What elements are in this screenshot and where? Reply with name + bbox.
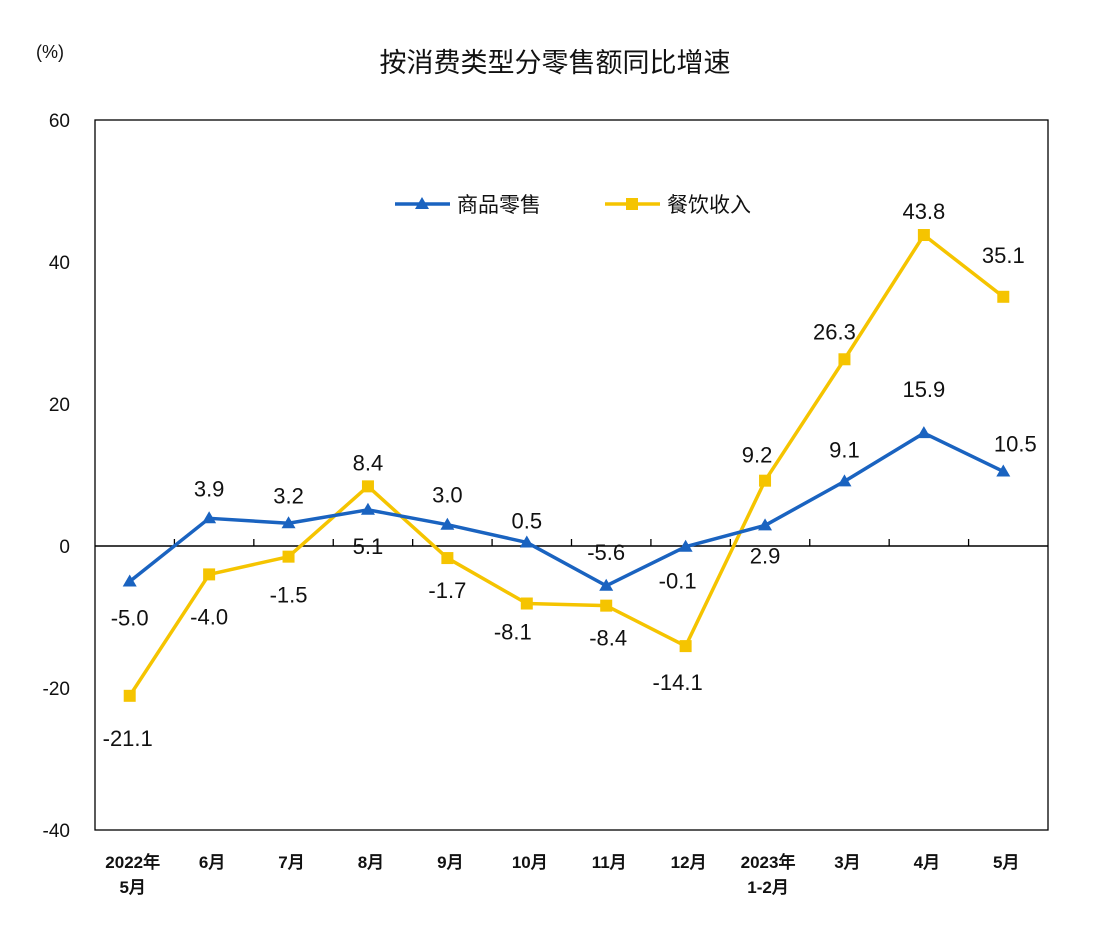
data-point: [758, 518, 773, 531]
data-label: 15.9: [902, 377, 945, 402]
legend-marker: [415, 197, 429, 209]
x-tick-label: 5月: [119, 878, 145, 897]
data-label: 35.1: [982, 243, 1025, 268]
data-label: 9.2: [742, 443, 773, 468]
x-tick-label: 5月: [993, 853, 1019, 872]
data-label: 5.1: [353, 534, 384, 559]
data-point: [123, 689, 136, 702]
data-label: -21.1: [103, 726, 153, 751]
data-label: -4.0: [190, 604, 228, 629]
x-tick-label: 2023年: [741, 852, 796, 872]
data-point: [917, 229, 930, 242]
x-tick-label: 7月: [278, 853, 304, 872]
x-tick-label: 3月: [834, 853, 860, 872]
data-label: 43.8: [902, 199, 945, 224]
data-label: 2.9: [750, 543, 781, 568]
data-point: [997, 290, 1010, 303]
x-tick-label: 12月: [671, 853, 707, 872]
data-label: -14.1: [653, 670, 703, 695]
y-tick-label: 20: [49, 395, 70, 416]
y-tick-label: 40: [49, 253, 70, 274]
data-point: [837, 474, 852, 487]
data-point: [520, 597, 533, 610]
data-point: [122, 574, 137, 587]
legend-marker: [626, 198, 638, 210]
data-label: 9.1: [829, 437, 860, 462]
data-label: 3.9: [194, 476, 225, 501]
data-point: [678, 539, 693, 552]
plot-area: [94, 119, 1049, 831]
data-label: 26.3: [813, 319, 856, 344]
data-point: [282, 550, 295, 563]
legend-label: 餐饮收入: [667, 194, 751, 217]
legend-item: 商品零售: [395, 194, 541, 217]
data-point: [361, 480, 374, 493]
x-tick-label: 6月: [199, 853, 225, 872]
x-tick-label: 11月: [592, 853, 627, 872]
series-retail: -5.0 3.9 3.2 5.1 3.0 0.5 -5.6 -0.1 2.9 9.1 15.9 10.…: [111, 377, 1037, 630]
data-point: [759, 474, 772, 487]
x-tick-label: 8月: [358, 853, 384, 872]
data-label: -1.7: [428, 578, 466, 603]
data-label: -0.1: [659, 569, 697, 594]
legend-item: 餐饮收入: [605, 194, 751, 217]
series-line: [128, 431, 1005, 588]
data-point: [679, 640, 692, 653]
series-catering: -21.1 -4.0 -1.5 8.4 -1.7 -8.1 -8.4 -14.1 9.2 26.3…: [103, 199, 1025, 751]
data-label: 3.2: [273, 483, 304, 508]
data-label: -8.1: [494, 620, 532, 645]
data-point: [440, 517, 455, 530]
y-tick-label: -20: [43, 679, 70, 700]
data-point: [519, 535, 534, 548]
data-label: 0.5: [511, 508, 542, 533]
x-tick-label: 10月: [512, 853, 548, 872]
data-label: -8.4: [589, 626, 627, 651]
x-tick-label: 2022年: [105, 852, 160, 872]
data-point: [996, 464, 1011, 477]
data-point: [203, 568, 216, 581]
data-point: [600, 599, 613, 612]
data-point: [599, 578, 614, 591]
data-label: 3.0: [432, 483, 463, 508]
data-label: -5.6: [587, 540, 625, 565]
x-tick-label: 1-2月: [747, 878, 789, 897]
data-point: [281, 516, 296, 529]
data-label: 10.5: [994, 431, 1037, 456]
data-point: [838, 353, 851, 366]
series-line: [128, 233, 1005, 697]
y-tick-label: -40: [43, 821, 70, 842]
x-tick-label: 9月: [437, 853, 463, 872]
data-label: -5.0: [111, 606, 149, 631]
chart-title: 按消费类型分零售额同比增速: [380, 48, 731, 78]
y-tick-label: 60: [49, 111, 70, 132]
data-label: 8.4: [353, 450, 384, 475]
legend-label: 商品零售: [457, 194, 541, 217]
x-tick-label: 4月: [914, 853, 940, 872]
y-tick-label: 0: [59, 537, 70, 558]
data-point: [360, 502, 375, 515]
data-point: [202, 511, 217, 524]
data-point: [916, 426, 931, 439]
data-point: [441, 552, 454, 565]
data-label: -1.5: [270, 583, 308, 608]
y-axis-unit: (%): [36, 42, 64, 62]
